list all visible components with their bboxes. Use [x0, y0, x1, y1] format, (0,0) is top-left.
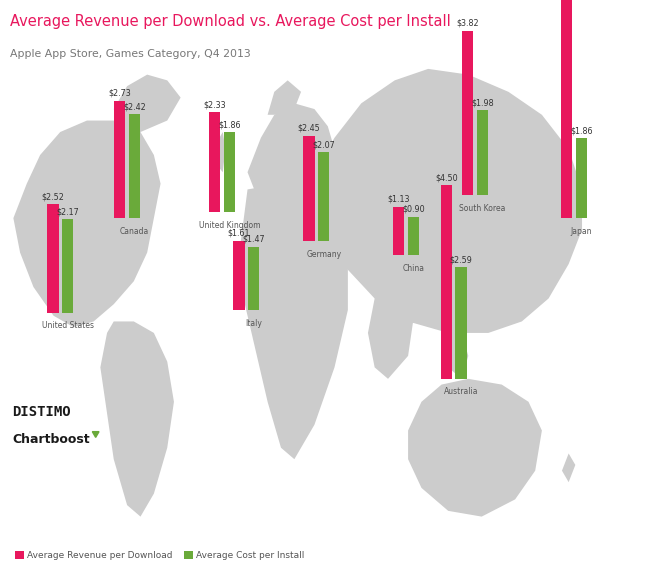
Polygon shape	[100, 321, 174, 517]
Bar	[561, 0, 573, 218]
Text: $0.90: $0.90	[402, 205, 425, 214]
Text: $4.50: $4.50	[435, 173, 458, 183]
Polygon shape	[368, 287, 415, 379]
Text: $2.45: $2.45	[298, 124, 320, 133]
Text: $2.73: $2.73	[108, 89, 131, 98]
Text: Average Revenue per Download vs. Average Cost per Install: Average Revenue per Download vs. Average…	[10, 14, 451, 29]
Text: Germany: Germany	[306, 250, 341, 259]
Legend: Average Revenue per Download, Average Cost per Install: Average Revenue per Download, Average Co…	[11, 548, 308, 564]
Polygon shape	[268, 80, 301, 115]
Bar	[62, 219, 74, 313]
Text: $2.33: $2.33	[203, 100, 226, 109]
Polygon shape	[571, 184, 579, 235]
Polygon shape	[442, 321, 468, 379]
Text: Apple App Store, Games Category, Q4 2013: Apple App Store, Games Category, Q4 2013	[10, 49, 251, 59]
Text: Chartboost: Chartboost	[12, 433, 90, 447]
Text: Japan: Japan	[571, 227, 592, 236]
Polygon shape	[92, 432, 99, 437]
Text: South Korea: South Korea	[459, 204, 506, 213]
Bar	[114, 100, 126, 218]
Bar	[128, 114, 140, 218]
Text: $1.47: $1.47	[242, 235, 265, 244]
Text: Australia: Australia	[444, 387, 478, 397]
Bar	[455, 267, 467, 379]
Polygon shape	[314, 69, 582, 333]
Polygon shape	[114, 75, 181, 132]
Bar	[407, 216, 419, 255]
Text: United Kingdom: United Kingdom	[199, 221, 260, 230]
Bar	[233, 241, 245, 310]
Polygon shape	[408, 379, 542, 517]
Bar	[318, 152, 329, 241]
Bar	[476, 110, 488, 195]
Text: United States: United States	[41, 321, 94, 331]
Polygon shape	[217, 132, 225, 172]
Bar	[209, 112, 221, 212]
Text: Canada: Canada	[120, 227, 149, 236]
Text: $1.61: $1.61	[227, 229, 250, 238]
Text: $2.52: $2.52	[41, 192, 64, 201]
Bar	[47, 204, 59, 313]
Text: $2.42: $2.42	[123, 102, 146, 111]
Text: $2.07: $2.07	[312, 140, 335, 149]
Bar	[248, 247, 260, 310]
Polygon shape	[562, 453, 575, 482]
Text: $3.82: $3.82	[456, 19, 479, 28]
Text: $2.59: $2.59	[450, 255, 472, 265]
Text: China: China	[403, 264, 424, 273]
Text: $1.86: $1.86	[218, 121, 241, 129]
Bar	[223, 132, 235, 212]
Bar	[303, 135, 314, 241]
Text: $1.86: $1.86	[570, 126, 593, 135]
Text: $1.13: $1.13	[387, 195, 410, 204]
Text: DISTIMO: DISTIMO	[12, 405, 71, 418]
Bar	[441, 185, 452, 379]
Bar	[393, 207, 404, 255]
Bar	[575, 138, 587, 218]
Polygon shape	[13, 121, 161, 327]
Bar	[462, 30, 474, 195]
Polygon shape	[248, 103, 334, 212]
Text: Italy: Italy	[245, 319, 262, 328]
Polygon shape	[241, 184, 348, 459]
Text: $1.98: $1.98	[471, 98, 494, 107]
Text: $2.17: $2.17	[56, 208, 79, 216]
